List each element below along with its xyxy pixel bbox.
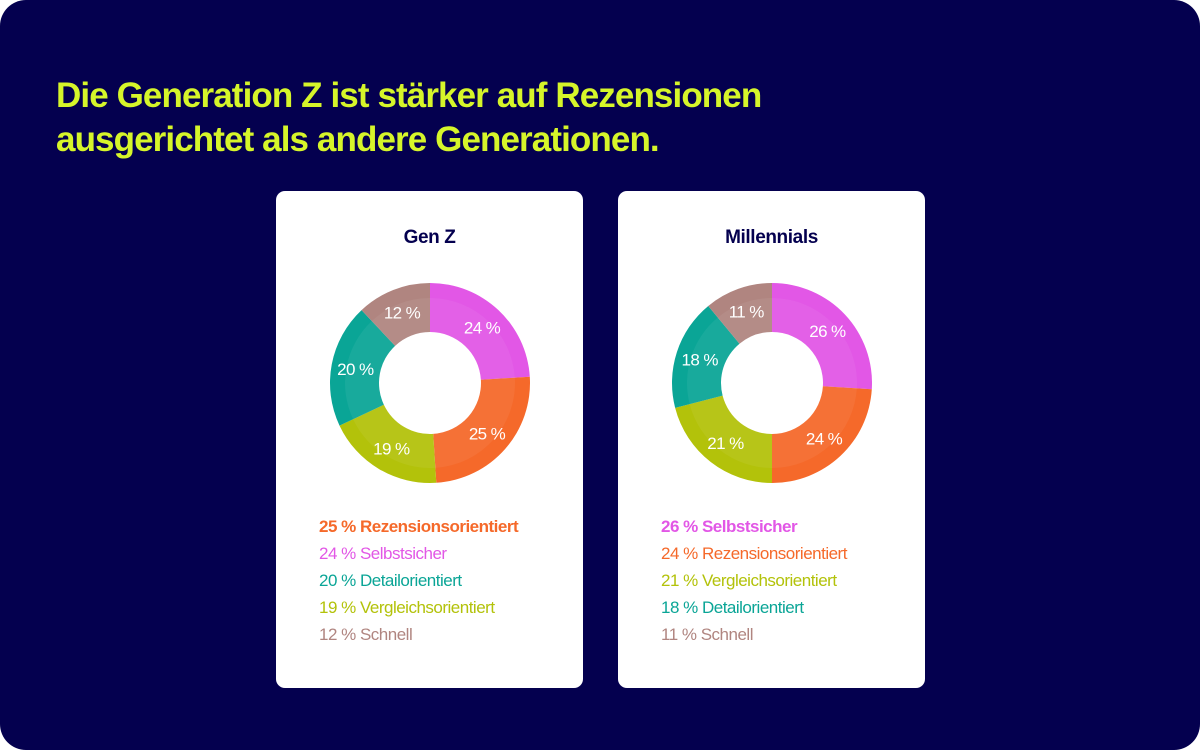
headline: Die Generation Z ist stärker auf Rezensi… <box>56 74 956 162</box>
donut-slice-highlight <box>772 298 857 389</box>
slice-label-schnell: 11 % <box>729 302 765 321</box>
legend-item-detailorientiert: 18 % Detailorientiert <box>661 598 804 617</box>
donut-slice-rezensionsorientiert <box>772 386 872 483</box>
chart-card-millennials: Millennials 26 % 24 % 21 % 18 % 11 % 26 % Se… <box>618 191 925 688</box>
slice-label-vergleichsorientiert: 19 % <box>373 439 410 458</box>
slice-label-rezensionsorientiert: 25 % <box>469 424 506 443</box>
donut-slice-highlight <box>430 298 515 380</box>
donut-slice-detailorientiert <box>672 305 740 408</box>
chart-legend: 25 % Rezensionsorientiert 24 % Selbstsich… <box>319 513 519 648</box>
legend-item-vergleichsorientiert: 19 % Vergleichsorientiert <box>319 598 495 617</box>
slice-label-selbstsicher: 24 % <box>464 319 501 338</box>
legend-item-schnell: 11 % Schnell <box>661 625 753 644</box>
donut-slice-highlight <box>687 317 740 405</box>
legend-item-rezensionsorientiert: 25 % Rezensionsorientiert <box>319 517 519 536</box>
chart-legend: 26 % Selbstsicher 24 % Rezensionsorientie… <box>661 513 847 648</box>
donut-slice-schnell <box>708 283 772 344</box>
donut-slice-highlight <box>433 377 515 468</box>
donut-slice-vergleichsorientiert <box>675 395 772 483</box>
legend-item-schnell: 12 % Schnell <box>319 625 413 644</box>
donut-slice-highlight <box>345 321 396 420</box>
headline-line-2: ausgerichtet als andere Generationen. <box>56 120 660 159</box>
donut-slice-vergleichsorientiert <box>339 404 437 483</box>
donut-chart-millennials: 26 % 24 % 21 % 18 % 11 % <box>672 283 872 483</box>
donut-slice-selbstsicher <box>772 283 872 390</box>
donut-slice-detailorientiert <box>330 310 396 426</box>
slice-label-vergleichsorientiert: 21 % <box>707 434 744 453</box>
slice-label-rezensionsorientiert: 24 % <box>806 429 843 448</box>
legend-item-selbstsicher: 26 % Selbstsicher <box>661 517 798 536</box>
donut-slice-highlight <box>371 298 430 346</box>
chart-title: Gen Z <box>403 227 456 248</box>
legend-item-selbstsicher: 24 % Selbstsicher <box>319 544 447 563</box>
donut-slice-highlight <box>772 386 857 468</box>
slice-label-schnell: 12 % <box>384 303 421 322</box>
donut-slice-highlight <box>353 404 436 468</box>
legend-item-vergleichsorientiert: 21 % Vergleichsorientiert <box>661 571 837 590</box>
slice-label-detailorientiert: 20 % <box>337 360 374 379</box>
legend-item-rezensionsorientiert: 24 % Rezensionsorientiert <box>661 544 847 563</box>
donut-slice-selbstsicher <box>430 283 530 380</box>
donut-slice-schnell <box>361 283 430 346</box>
slice-label-selbstsicher: 26 % <box>809 322 846 341</box>
donut-slice-rezensionsorientiert <box>433 376 530 483</box>
donut-slice-highlight <box>689 395 772 468</box>
chart-card-gen-z: Gen Z 24 % 25 % 19 % 20 % 12 % 25 % Rezensio… <box>276 191 583 688</box>
slice-label-detailorientiert: 18 % <box>682 351 719 370</box>
chart-title: Millennials <box>725 227 818 248</box>
donut-chart-gen-z: 24 % 25 % 19 % 20 % 12 % <box>330 283 530 483</box>
donut-slice-highlight <box>717 298 772 344</box>
headline-line-1: Die Generation Z ist stärker auf Rezensi… <box>56 76 762 115</box>
legend-item-detailorientiert: 20 % Detailorientiert <box>319 571 462 590</box>
